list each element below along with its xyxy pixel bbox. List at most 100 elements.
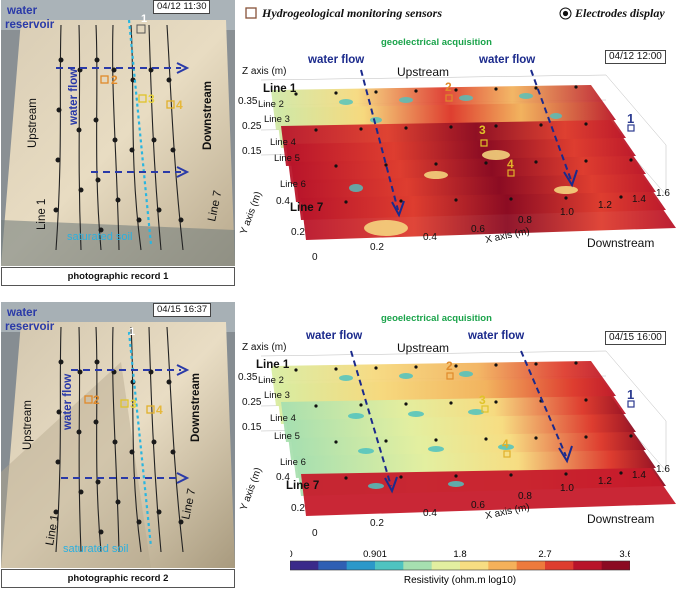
panel2-z-tick-2: 0.25 — [242, 397, 262, 408]
panel1-y-tick-1: 0.4 — [276, 196, 290, 207]
resistivity-3d-plot-2: geoelectrical acquisition Upstream Downs… — [238, 313, 676, 539]
panel2-line-6: Line 6 — [280, 457, 306, 468]
photo1-sensor-4: 4 — [176, 98, 183, 112]
colorbar-title: Resistivity (ohm.m log10) — [404, 575, 516, 586]
electrode-legend-label: Electrodes display — [575, 6, 665, 20]
panel2-line-4: Line 4 — [270, 413, 296, 424]
panel1-x-tick-7: 1.4 — [632, 194, 646, 205]
colorbar-swatches — [290, 561, 631, 570]
panel2-y-title: Y axis (m) — [238, 466, 264, 512]
colorbar-swatch — [375, 561, 404, 570]
panel1-sensor-1: 1 — [627, 111, 634, 126]
photo2-reservoir-label-1: water — [6, 307, 38, 319]
panel2-z-tick-1: 0.35 — [238, 372, 258, 383]
panel1-y-title: Y axis (m) — [238, 190, 264, 236]
panel1-line-1: Line 1 — [263, 83, 297, 95]
photo1-flow-label: water flow — [68, 69, 80, 126]
panel2-line-7: Line 7 — [286, 480, 319, 492]
colorbar-swatch — [403, 561, 433, 570]
colorbar-swatch — [431, 561, 461, 570]
panel2-sensor-3: 3 — [479, 393, 486, 407]
photo2-flow-label: water flow — [62, 374, 74, 431]
panel2-z-title: Z axis (m) — [242, 342, 286, 353]
panel2-x-tick-4: 0.8 — [518, 491, 532, 502]
colorbar-swatch — [318, 561, 348, 570]
colorbar-tick-2: 0.901 — [363, 549, 387, 560]
panel1-x-tick-2: 0.4 — [423, 232, 437, 243]
photo2-reservoir-label-2: reservoir — [5, 321, 55, 333]
panel2-sensor-2: 2 — [446, 359, 453, 373]
panel2-x-tick-2: 0.4 — [423, 508, 437, 519]
panel1-sensor-3: 3 — [479, 123, 486, 137]
colorbar-swatch — [573, 561, 603, 570]
panel1-x-tick-1: 0.2 — [370, 242, 384, 253]
photo1-reservoir-label-1: water — [6, 5, 38, 17]
panel2-x-tick-3: 0.6 — [471, 500, 485, 511]
panel2-x-tick-7: 1.4 — [632, 470, 646, 481]
photo2-upstream-label: Upstream — [22, 400, 34, 450]
resistivity-panel-2: geoelectrical acquisition Upstream Downs… — [236, 306, 685, 546]
sensor-legend-label: Hydrogeological monitoring sensors — [262, 6, 443, 20]
photo2-sensor-2: 2 — [93, 393, 100, 407]
photo2-line1-label: Line 1 — [44, 514, 61, 547]
panel1-flow-left: water flow — [307, 54, 364, 66]
photo2-downstream-label: Downstream — [190, 373, 202, 442]
panel2-x-tick-8: 1.6 — [656, 464, 670, 475]
panel1-timestamp: 04/12 12:00 — [605, 50, 666, 64]
resistivity-panel-1: geoelectrical acquisition Upstream Downs… — [236, 30, 685, 270]
panel1-sensor-2: 2 — [445, 80, 452, 94]
panel1-z-tick-1: 0.35 — [238, 96, 258, 107]
resistivity-3d-plot-1: geoelectrical acquisition Upstream Downs… — [238, 37, 676, 263]
panel1-x-tick-8: 1.6 — [656, 188, 670, 199]
panel2-line-1: Line 1 — [256, 359, 290, 371]
photo1-line1-label: Line 1 — [36, 199, 48, 230]
panel2-sensor-1: 1 — [627, 387, 634, 402]
panel2-flow-right: water flow — [467, 330, 524, 342]
electrode-legend-icon — [559, 7, 572, 20]
panel1-y-tick-3: 0 — [312, 252, 318, 263]
colorbar-tick-3: 1.8 — [453, 549, 466, 560]
photo2-sensor-3: 3 — [130, 397, 137, 411]
panel2-timestamp: 04/15 16:00 — [605, 331, 666, 345]
colorbar-swatch — [601, 561, 631, 570]
panel1-z-title: Z axis (m) — [242, 66, 286, 77]
panel1-line-6: Line 6 — [280, 179, 306, 190]
panel1-line-3: Line 3 — [264, 114, 290, 125]
panel2-x-tick-5: 1.0 — [560, 483, 574, 494]
photo1-timestamp: 04/12 11:30 — [153, 0, 211, 14]
colorbar-tick-4: 2.7 — [538, 549, 551, 560]
photo2-caption: photographic record 2 — [1, 569, 235, 588]
panel2-upstream: Upstream — [397, 341, 449, 355]
colorbar-tick-1: 0 — [290, 549, 293, 560]
panel1-y-tick-2: 0.2 — [291, 227, 305, 238]
photo1-caption: photographic record 1 — [1, 267, 235, 286]
photo1-sensor-3: 3 — [148, 92, 155, 106]
panel1-x-tick-3: 0.6 — [471, 224, 485, 235]
resistivity-colorbar: 0 0.901 1.8 2.7 3.6 Resistivity (ohm.m l… — [287, 547, 632, 587]
panel2-z-tick-3: 0.15 — [242, 422, 262, 433]
colorbar-swatch — [460, 561, 489, 570]
panel1-x-tick-6: 1.2 — [598, 200, 612, 211]
panel1-z-tick-2: 0.25 — [242, 121, 262, 132]
photo2-sensor-1: 1 — [129, 326, 135, 338]
colorbar-tick-5: 3.6 — [619, 549, 630, 560]
photo2-sensor-4: 4 — [156, 403, 163, 417]
panel2-title: geoelectrical acquisition — [381, 313, 492, 324]
panel1-x-tick-4: 0.8 — [518, 215, 532, 226]
colorbar-swatch — [346, 561, 376, 570]
panel2-flow-left: water flow — [305, 330, 362, 342]
panel1-downstream: Downstream — [587, 236, 654, 250]
photo2-timestamp: 04/15 16:37 — [153, 303, 212, 317]
photo1-sensor-1: 1 — [141, 13, 147, 25]
colorbar-swatch — [290, 561, 319, 570]
sensor-legend-icon — [245, 7, 257, 19]
panel2-line-3: Line 3 — [264, 390, 290, 401]
photo1-reservoir-label-2: reservoir — [5, 19, 55, 31]
photo1-saturated-label: saturated soil — [67, 231, 132, 243]
panel2-y-tick-1: 0.4 — [276, 472, 290, 483]
panel2-x-tick-6: 1.2 — [598, 476, 612, 487]
panel1-x-tick-5: 1.0 — [560, 207, 574, 218]
panel2-x-tick-1: 0.2 — [370, 518, 384, 529]
panel2-y-tick-3: 0 — [312, 528, 318, 539]
photo1-downstream-label: Downstream — [202, 81, 214, 150]
